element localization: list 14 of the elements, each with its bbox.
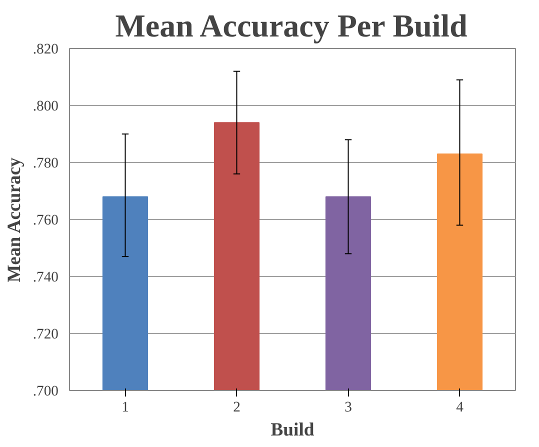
y-tick-label: .780: [32, 156, 59, 172]
x-axis-title: Build: [270, 420, 315, 440]
x-tick-label: 3: [344, 400, 352, 416]
y-tick-label: .740: [32, 270, 59, 286]
x-tick-label: 2: [233, 400, 240, 416]
y-tick-label: .800: [32, 98, 59, 114]
y-axis-title: Mean Accuracy: [4, 156, 25, 282]
x-tick-label: 1: [122, 400, 129, 416]
chart-title: Mean Accuracy Per Build: [115, 8, 468, 44]
x-tick-label: 4: [456, 400, 464, 416]
y-tick-label: .700: [32, 384, 59, 400]
y-tick-label: .760: [32, 212, 59, 228]
y-tick-label: .820: [32, 42, 59, 58]
y-tick-label: .720: [32, 326, 59, 342]
